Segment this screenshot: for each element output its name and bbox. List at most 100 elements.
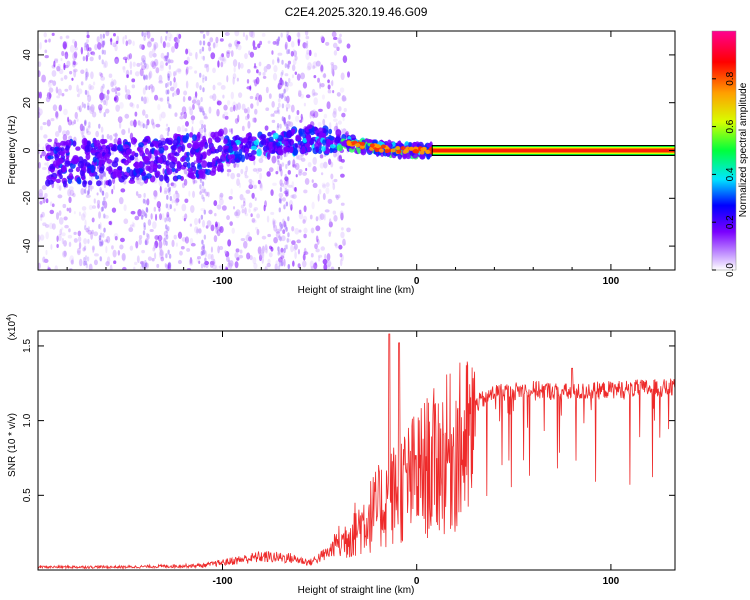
- noise-speck: [197, 256, 202, 260]
- track-blob: [256, 148, 262, 157]
- noise-streak: [200, 97, 203, 103]
- noise-streak: [199, 107, 202, 113]
- track-blob: [211, 167, 217, 174]
- noise-speck: [252, 117, 256, 123]
- track-blob: [190, 174, 196, 180]
- noise-speck: [68, 241, 72, 248]
- noise-speck: [148, 50, 154, 58]
- x-tick-label: 0: [414, 276, 420, 287]
- noise-speck: [226, 215, 230, 221]
- track-peak: [380, 144, 386, 149]
- track-blob: [121, 174, 128, 180]
- track-blob: [144, 147, 150, 155]
- noise-streak: [278, 207, 281, 213]
- noise-speck: [335, 195, 339, 201]
- noise-speck: [61, 92, 65, 97]
- noise-speck: [144, 63, 149, 70]
- noise-speck: [330, 62, 335, 66]
- noise-speck: [136, 177, 141, 185]
- noise-speck: [207, 191, 210, 198]
- track-blob: [181, 144, 186, 153]
- noise-speck: [297, 31, 301, 39]
- noise-speck: [256, 213, 260, 219]
- noise-streak: [201, 123, 204, 129]
- noise-streak: [166, 59, 169, 65]
- noise-speck: [232, 73, 237, 80]
- noise-speck: [224, 31, 230, 36]
- noise-speck: [55, 86, 59, 94]
- noise-speck: [131, 78, 136, 83]
- noise-speck: [69, 44, 75, 53]
- noise-speck: [272, 220, 276, 229]
- noise-speck: [154, 94, 159, 101]
- noise-streak: [280, 32, 283, 38]
- noise-speck: [150, 60, 156, 68]
- x-tick-label: -100: [212, 276, 232, 287]
- noise-speck: [125, 40, 129, 47]
- noise-speck: [103, 100, 107, 106]
- noise-speck: [247, 231, 251, 237]
- noise-speck: [72, 52, 78, 61]
- track-blob: [149, 143, 154, 148]
- carrier-line: [432, 148, 675, 153]
- noise-speck: [273, 65, 278, 73]
- noise-speck: [303, 102, 306, 107]
- noise-speck: [342, 238, 346, 246]
- noise-speck: [207, 41, 211, 47]
- noise-streak: [165, 224, 168, 230]
- noise-speck: [327, 79, 330, 84]
- noise-speck: [253, 65, 258, 69]
- noise-streak: [202, 77, 205, 83]
- noise-speck: [97, 104, 103, 111]
- noise-speck: [192, 190, 195, 198]
- noise-streak: [142, 198, 146, 204]
- noise-speck: [258, 61, 262, 67]
- noise-streak: [278, 166, 282, 172]
- noise-streak: [168, 217, 171, 223]
- track-blob: [86, 167, 92, 174]
- noise-speck: [87, 94, 92, 103]
- noise-streak: [202, 243, 205, 249]
- track-blob: [52, 160, 58, 168]
- noise-speck: [140, 62, 143, 66]
- noise-speck: [69, 189, 75, 197]
- noise-streak: [203, 127, 207, 133]
- track-blob: [366, 138, 373, 144]
- noise-streak: [85, 71, 88, 77]
- noise-speck: [341, 112, 346, 118]
- noise-speck: [96, 192, 99, 196]
- noise-speck: [311, 179, 314, 183]
- noise-speck: [71, 59, 76, 68]
- noise-speck: [319, 154, 324, 159]
- noise-speck: [109, 134, 113, 141]
- noise-speck: [304, 178, 310, 185]
- noise-speck: [48, 87, 54, 93]
- noise-speck: [247, 236, 252, 242]
- noise-speck: [283, 258, 286, 267]
- noise-speck: [55, 111, 59, 120]
- noise-speck: [254, 78, 258, 87]
- noise-speck: [189, 257, 193, 265]
- noise-speck: [181, 237, 187, 242]
- noise-speck: [284, 41, 288, 50]
- noise-speck: [64, 224, 69, 229]
- noise-speck: [185, 80, 189, 89]
- noise-speck: [63, 75, 68, 80]
- noise-speck: [139, 181, 144, 186]
- noise-speck: [313, 74, 317, 79]
- noise-speck: [115, 40, 119, 45]
- noise-speck: [91, 185, 94, 190]
- noise-speck: [190, 205, 195, 213]
- noise-speck: [222, 58, 226, 62]
- noise-speck: [226, 169, 232, 173]
- noise-speck: [50, 244, 53, 250]
- noise-streak: [287, 216, 290, 222]
- noise-speck: [139, 260, 145, 265]
- noise-streak: [166, 194, 169, 200]
- noise-speck: [50, 117, 55, 122]
- noise-speck: [106, 89, 110, 95]
- noise-speck: [213, 235, 218, 243]
- noise-speck: [122, 36, 125, 45]
- noise-speck: [312, 166, 317, 173]
- noise-speck: [160, 256, 165, 262]
